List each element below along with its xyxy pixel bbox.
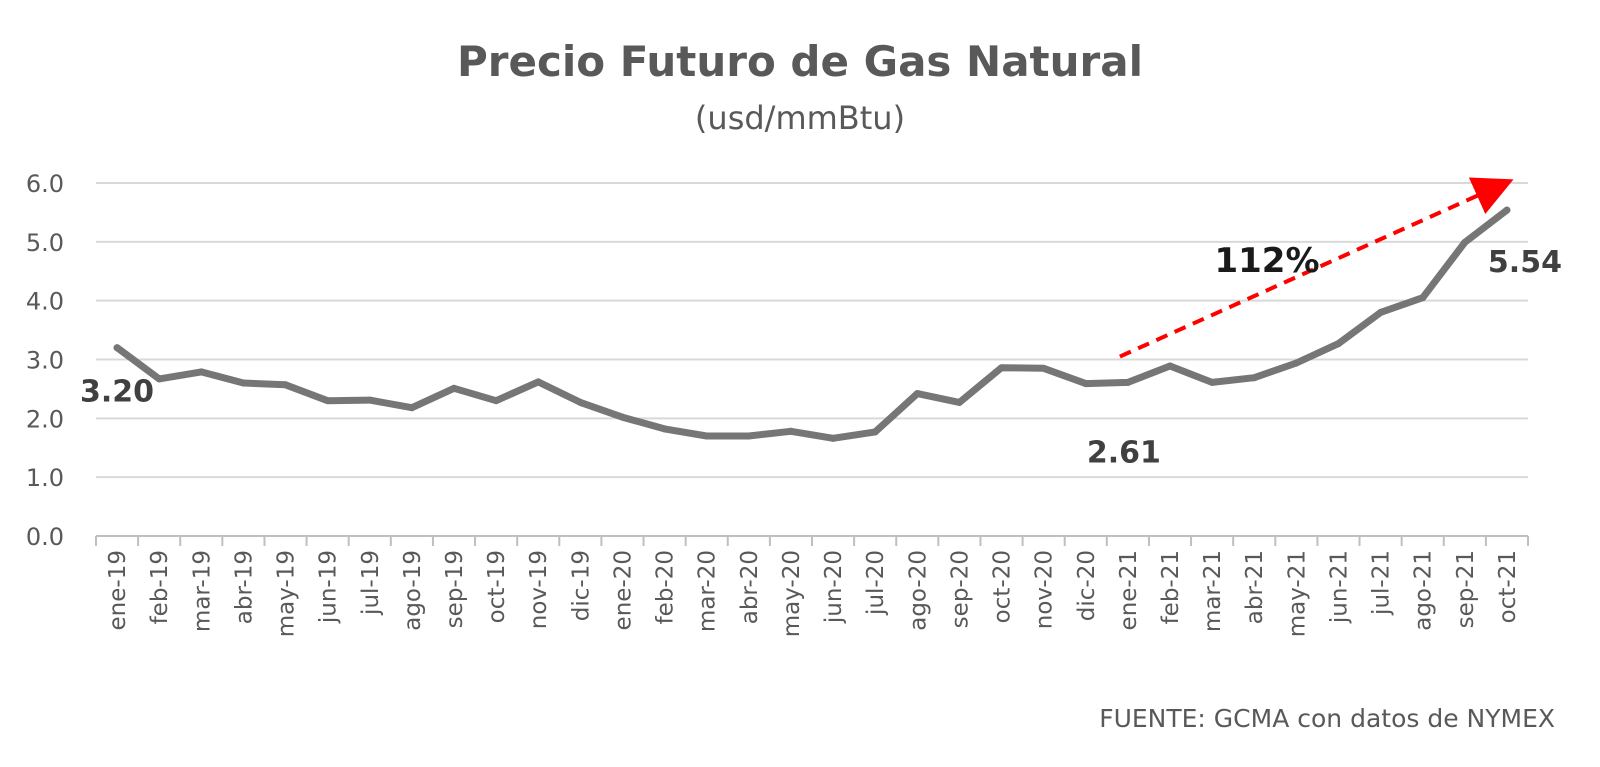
x-tick-label: jul-21 xyxy=(1369,550,1395,616)
x-tick-label: jul-19 xyxy=(358,550,384,616)
y-tick-label: 0.0 xyxy=(26,523,64,551)
growth-arrow xyxy=(1119,177,1514,359)
data-point-mar-19 xyxy=(197,368,205,376)
x-tick-label: oct-20 xyxy=(990,550,1016,623)
x-tick-label: dic-20 xyxy=(1074,550,1100,621)
series-group xyxy=(113,206,1511,442)
x-tick-label: jun-20 xyxy=(821,550,847,624)
x-tick-label: may-19 xyxy=(274,550,300,637)
data-point-jul-20 xyxy=(871,428,879,436)
chart-title: Precio Futuro de Gas Natural xyxy=(457,37,1143,86)
data-labels: 3.20 2.61 5.54 xyxy=(80,245,1562,470)
gridlines xyxy=(96,182,1528,479)
y-tick-label: 4.0 xyxy=(26,288,64,316)
data-label-ene-21: 2.61 xyxy=(1087,435,1161,470)
series-line-0 xyxy=(113,206,1511,442)
data-point-abr-19 xyxy=(239,379,247,387)
x-tick-label: jun-21 xyxy=(1326,550,1352,624)
y-tick-label: 1.0 xyxy=(26,464,64,492)
x-tick-label: may-20 xyxy=(779,550,805,637)
data-point-may-20 xyxy=(787,427,795,435)
data-point-oct-19 xyxy=(492,397,500,405)
x-tick-label: jun-19 xyxy=(316,550,342,624)
y-axis-ticks: 0.0 1.0 2.0 3.0 4.0 5.0 6.0 xyxy=(26,170,64,551)
data-point-abr-20 xyxy=(745,432,753,440)
x-tick-label: dic-19 xyxy=(568,550,594,621)
data-point-ene-19 xyxy=(113,344,121,352)
x-tick-label: abr-21 xyxy=(1242,550,1268,624)
source-note: FUENTE: GCMA con datos de NYMEX xyxy=(1099,704,1555,733)
x-tick-label: mar-19 xyxy=(189,550,215,632)
x-tick-label: may-21 xyxy=(1284,550,1310,637)
data-point-ene-21 xyxy=(1124,378,1132,386)
data-point-may-21 xyxy=(1292,359,1300,367)
data-point-nov-20 xyxy=(1040,364,1048,372)
y-tick-label: 3.0 xyxy=(26,347,64,375)
x-tick-label: nov-20 xyxy=(1032,550,1058,629)
data-point-sep-21 xyxy=(1461,238,1469,246)
data-point-nov-19 xyxy=(534,378,542,386)
data-point-jun-21 xyxy=(1334,340,1342,348)
data-point-sep-19 xyxy=(450,384,458,392)
data-point-jun-20 xyxy=(829,434,837,442)
annotations: 112% xyxy=(1119,177,1514,359)
data-label-ene-19: 3.20 xyxy=(80,375,154,410)
data-point-jul-19 xyxy=(366,396,374,404)
data-point-feb-19 xyxy=(155,375,163,383)
y-tick-label: 2.0 xyxy=(26,405,64,433)
data-point-ene-20 xyxy=(618,413,626,421)
data-point-sep-20 xyxy=(955,398,963,406)
y-tick-label: 5.0 xyxy=(26,229,64,257)
data-point-mar-20 xyxy=(703,432,711,440)
x-tick-label: ago-19 xyxy=(400,550,426,631)
x-tick-label: nov-19 xyxy=(526,550,552,629)
data-point-dic-19 xyxy=(576,398,584,406)
x-tick-label: mar-20 xyxy=(695,550,721,632)
x-tick-label: abr-19 xyxy=(231,550,257,624)
x-tick-label: ene-21 xyxy=(1116,550,1142,630)
x-axis: ene-19 feb-19 mar-19 abr-19 may-19 jun-19 jul-… xyxy=(95,535,1529,637)
x-tick-label: mar-21 xyxy=(1200,550,1226,632)
data-point-jul-21 xyxy=(1377,308,1385,316)
x-tick-label: abr-20 xyxy=(737,550,763,624)
chart-subtitle: (usd/mmBtu) xyxy=(695,99,905,137)
x-tick-label: ago-21 xyxy=(1411,550,1437,631)
data-point-dic-20 xyxy=(1082,380,1090,388)
x-tick-label: feb-20 xyxy=(653,550,679,624)
x-tick-label: jul-20 xyxy=(863,550,889,616)
data-point-ago-20 xyxy=(913,390,921,398)
data-point-oct-20 xyxy=(998,364,1006,372)
data-point-jun-19 xyxy=(324,397,332,405)
data-point-ago-19 xyxy=(408,404,416,412)
x-tick-label: ene-19 xyxy=(105,550,131,630)
data-point-feb-20 xyxy=(661,425,669,433)
data-point-may-19 xyxy=(282,381,290,389)
x-tick-label: ene-20 xyxy=(610,550,636,630)
x-tick-label: ago-20 xyxy=(905,550,931,631)
data-point-abr-21 xyxy=(1250,374,1258,382)
x-tick-label: sep-20 xyxy=(947,550,973,628)
x-tick-label: oct-19 xyxy=(484,550,510,623)
x-tick-label: feb-21 xyxy=(1158,550,1184,624)
data-point-feb-21 xyxy=(1166,362,1174,370)
x-tick-label: feb-19 xyxy=(147,550,173,624)
data-point-mar-21 xyxy=(1208,378,1216,386)
y-tick-label: 6.0 xyxy=(26,170,64,198)
data-point-oct-21 xyxy=(1503,206,1511,214)
growth-percentage-label: 112% xyxy=(1214,241,1319,281)
data-point-ago-21 xyxy=(1419,294,1427,302)
x-tick-label: oct-21 xyxy=(1495,550,1521,623)
x-tick-label: sep-21 xyxy=(1453,550,1479,628)
x-tick-label: sep-19 xyxy=(442,550,468,628)
data-label-oct-21: 5.54 xyxy=(1488,245,1562,280)
